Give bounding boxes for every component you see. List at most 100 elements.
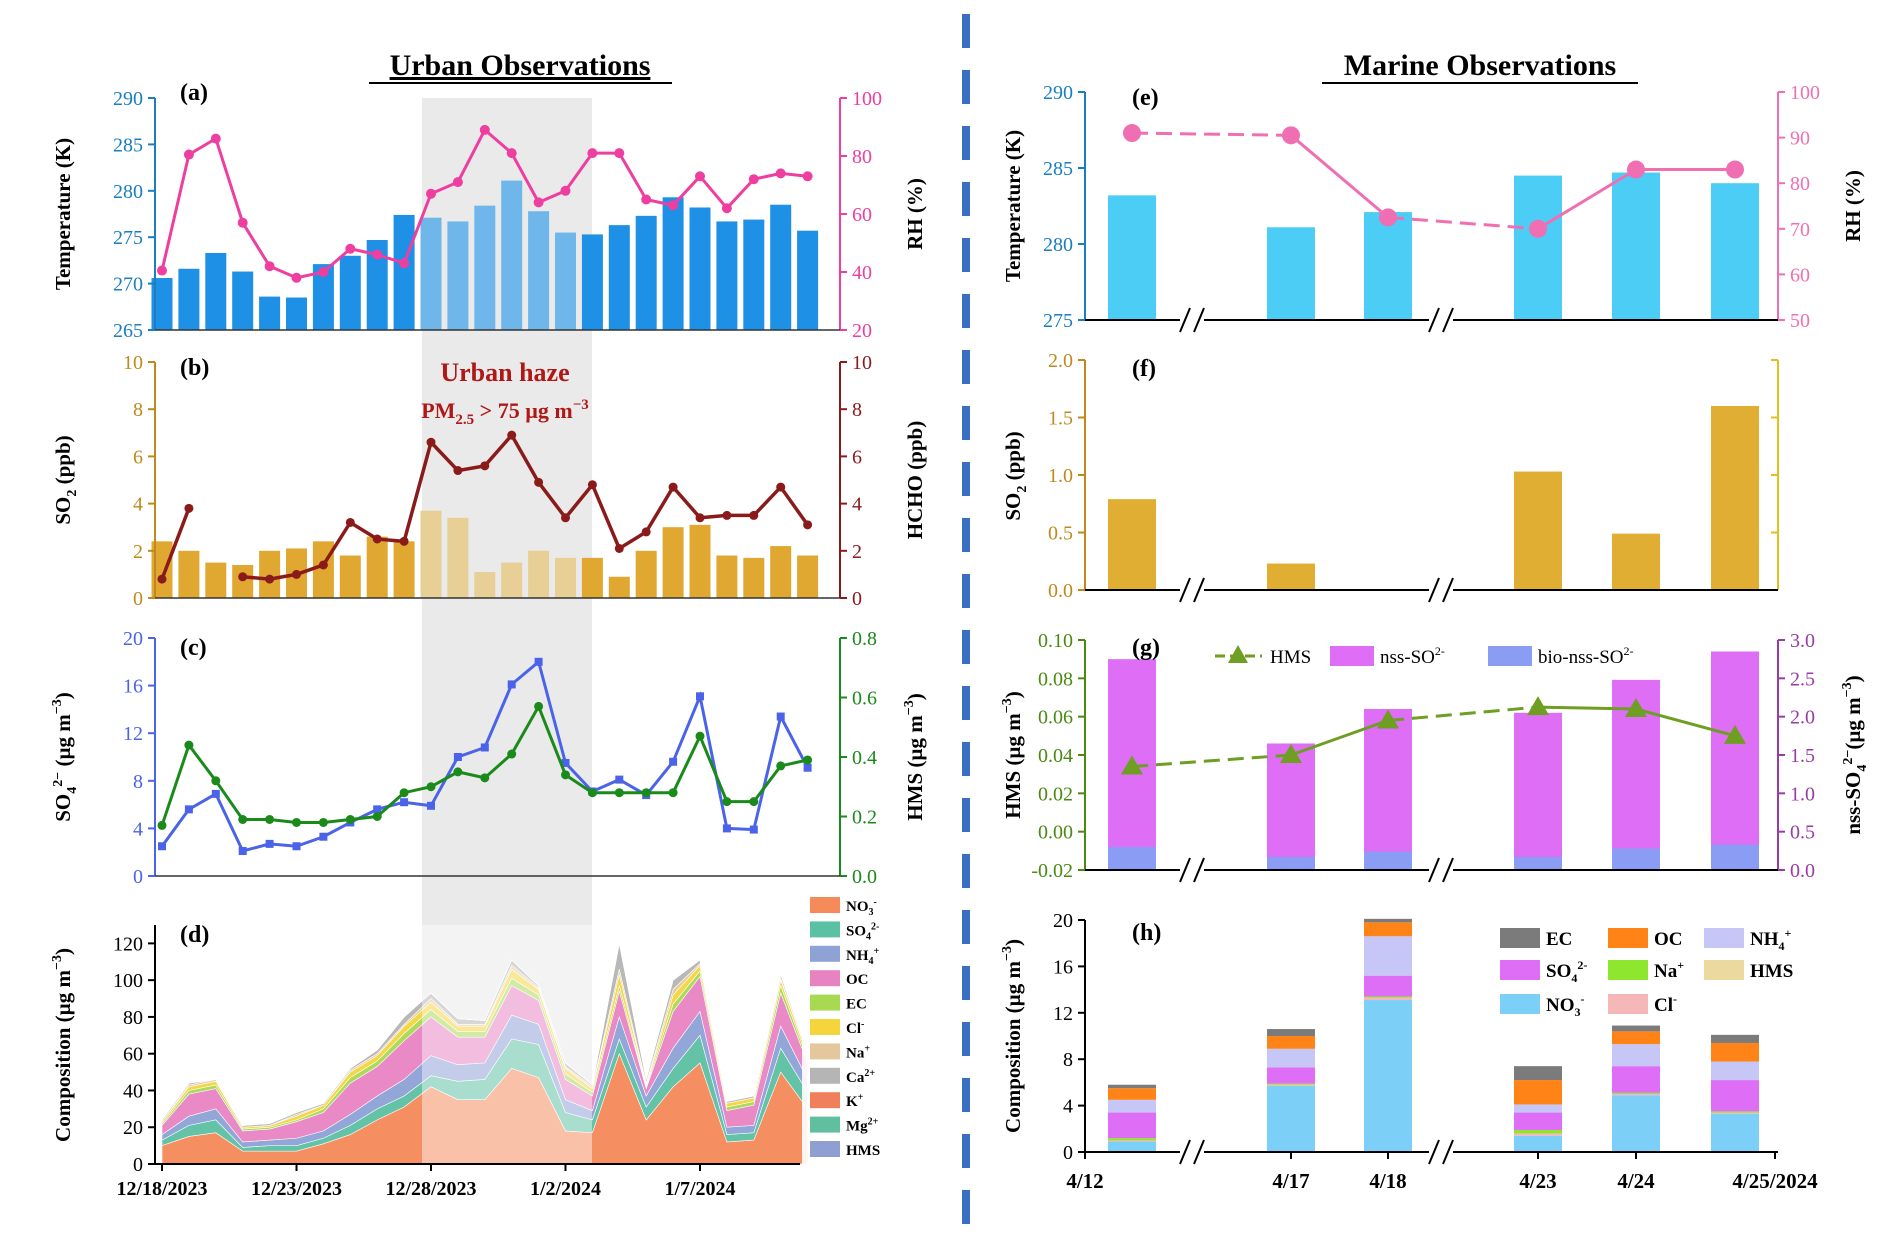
axis-break [1179, 857, 1191, 883]
composition-bar-segment [1108, 1138, 1156, 1141]
nss-y-tick-label: 3.0 [1790, 630, 1815, 652]
rh-point [157, 265, 167, 276]
hms-point [587, 788, 597, 798]
plot-layer: 26527027528028529020406080100(a)Temperat… [50, 80, 1870, 1200]
hms-line [1537, 705, 1637, 711]
hms-point [722, 797, 732, 807]
temperature-bar [393, 214, 415, 330]
rh-point [210, 133, 221, 144]
composition-bar-segment [1612, 1044, 1660, 1067]
x-tick-label: 12/18/2023 [116, 1178, 207, 1200]
temperature-bar [1711, 183, 1759, 320]
rh-y-tick-label: 80 [1790, 173, 1810, 195]
legend-swatch [1704, 960, 1744, 980]
legend-label: NO3- [846, 897, 877, 918]
haze-overlay [422, 925, 592, 1164]
so2-bar [205, 562, 227, 598]
hms-point [480, 773, 490, 783]
legend-label: Ca2+ [846, 1068, 875, 1086]
legend-swatch [1608, 960, 1648, 980]
hms-y-tick-label: -0.02 [1031, 860, 1073, 882]
composition-y-tick-label: 60 [123, 1044, 143, 1066]
temperature-axis-title: Temperature (K) [51, 138, 75, 290]
temperature-y-tick-label: 270 [113, 274, 143, 296]
rh-point [1379, 208, 1397, 227]
hms-point [399, 788, 409, 798]
hcho-y-tick-label: 8 [852, 399, 862, 421]
composition-bar-segment [1514, 1112, 1562, 1130]
hms-point [1280, 744, 1302, 763]
axis-break [1442, 857, 1454, 883]
so2-bar [178, 550, 200, 598]
x-tick-label: 4/24 [1617, 1169, 1655, 1193]
legend-swatch [810, 994, 840, 1011]
legend-label: HMS [1750, 961, 1793, 982]
hcho-point [345, 517, 355, 527]
so2-bar [1267, 563, 1315, 590]
axis-break [1179, 307, 1191, 333]
hms-y-tick-label: 0.00 [1038, 822, 1073, 844]
so2-axis-title: SO2 (ppb) [51, 435, 80, 524]
so4-point [238, 847, 247, 856]
composition-axis-title: Composition (µg m−3) [1000, 939, 1025, 1133]
hms-point [1121, 755, 1143, 775]
hcho-point [399, 536, 409, 546]
so2-bar [393, 541, 415, 598]
legend-label: Cl- [846, 1019, 864, 1037]
composition-bar-segment [1711, 1061, 1759, 1081]
composition-bar-segment [1612, 1066, 1660, 1093]
so4-point [615, 775, 624, 784]
temperature-bar [366, 239, 388, 330]
composition-bar-segment [1711, 1113, 1759, 1152]
composition-bar-segment [1711, 1080, 1759, 1112]
temperature-bar [689, 207, 711, 330]
temperature-y-tick-label: 280 [113, 181, 143, 203]
legend-label: HMS [846, 1143, 880, 1159]
so2-axis-title: SO2 (ppb) [1001, 431, 1030, 520]
so4-point [319, 832, 328, 841]
hcho-point [453, 466, 463, 476]
haze-annotation: Urban haze [440, 358, 569, 387]
nss-so4-bar [1267, 743, 1315, 870]
so2-y-tick-label: 0 [133, 588, 143, 610]
hms-line [1290, 719, 1389, 757]
nss-y-tick-label: 0.0 [1790, 860, 1815, 882]
so2-bar [662, 527, 684, 598]
nss-axis-title: nss-SO42−(µg m−3) [1840, 675, 1870, 834]
so4-y-tick-label: 4 [133, 818, 143, 840]
hms-point [453, 767, 463, 777]
so2-bar [608, 576, 630, 598]
hcho-point [668, 482, 678, 492]
hcho-point [507, 430, 517, 440]
hcho-y-tick-label: 2 [852, 541, 862, 563]
rh-line [1537, 168, 1637, 231]
composition-bar-segment [1364, 936, 1412, 976]
hcho-point [722, 510, 732, 520]
nss-y-tick-label: 2.5 [1790, 668, 1815, 690]
hms-y-tick-label: 0.8 [852, 628, 877, 650]
nss-y-tick-label: 1.0 [1790, 783, 1815, 805]
so2-bar [797, 555, 819, 598]
hms-point [1377, 709, 1399, 729]
legend-swatch [810, 970, 840, 987]
hms-point [184, 740, 194, 750]
panel-label: (f) [1132, 356, 1156, 382]
nss-so4-bar [1711, 651, 1759, 870]
so2-y-tick-label: 2.0 [1048, 350, 1073, 372]
hcho-point [561, 513, 570, 523]
bio-nss-so4-bar [1108, 847, 1156, 870]
so2-bar [1514, 471, 1562, 590]
so4-point [803, 763, 812, 772]
so4-y-tick-label: 16 [123, 676, 143, 698]
temperature-bar [339, 255, 361, 330]
panel-label: (a) [180, 80, 208, 106]
bio-nss-so4-bar [1267, 856, 1315, 870]
so4-point [158, 842, 166, 851]
temperature-y-tick-label: 275 [113, 227, 143, 249]
x-tick-label: 4/17 [1272, 1169, 1309, 1193]
composition-bar-segment [1711, 1034, 1759, 1043]
hms-point [561, 770, 570, 780]
axis-break [1428, 1139, 1440, 1165]
composition-y-tick-label: 0 [1063, 1142, 1073, 1164]
composition-bar-segment [1612, 1031, 1660, 1045]
